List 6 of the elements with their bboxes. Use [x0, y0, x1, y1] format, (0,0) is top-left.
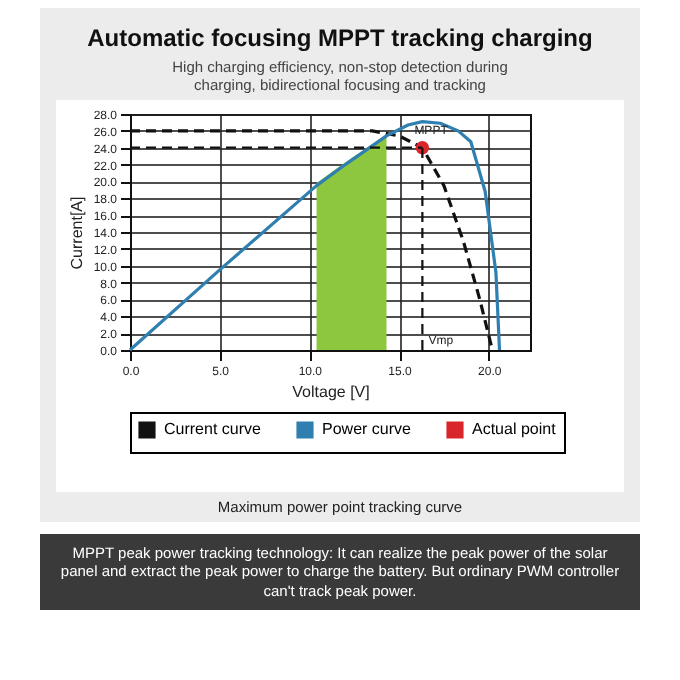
x-axis-title: Voltage [V] [292, 383, 370, 401]
legend-label: Power curve [322, 419, 413, 438]
legend-label: Actual point [472, 419, 558, 438]
legend-label: Current curve [164, 419, 263, 438]
y-axis-title: Current[A] [67, 196, 86, 270]
chart-title: Automatic focusing MPPT tracking charging [85, 22, 595, 52]
